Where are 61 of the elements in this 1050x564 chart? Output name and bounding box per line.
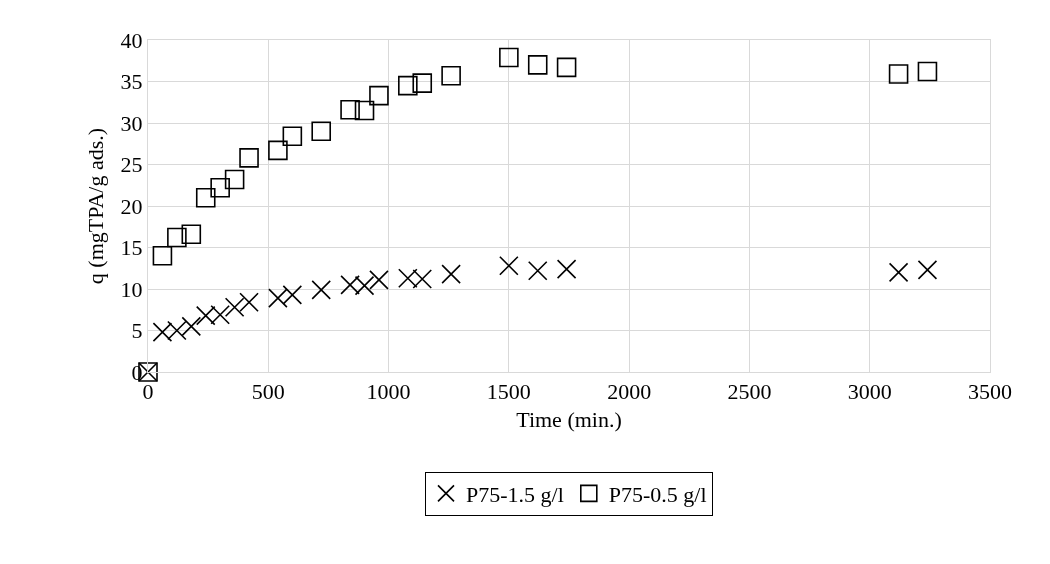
point bbox=[239, 292, 259, 313]
y-tick-label: 10 bbox=[120, 276, 143, 302]
point bbox=[917, 61, 938, 82]
point bbox=[888, 262, 909, 283]
point bbox=[441, 65, 461, 86]
y-tick-label: 40 bbox=[120, 27, 143, 53]
point bbox=[499, 255, 519, 276]
point bbox=[239, 148, 259, 168]
x-tick-label: 1000 bbox=[366, 379, 411, 405]
point bbox=[527, 260, 548, 281]
point bbox=[210, 177, 230, 198]
y-tick-label: 30 bbox=[120, 110, 143, 136]
point bbox=[556, 57, 577, 78]
point bbox=[527, 55, 548, 75]
x-tick-label: 500 bbox=[251, 379, 285, 405]
point bbox=[412, 73, 433, 93]
point bbox=[195, 187, 216, 208]
y-axis-title: q (mgTPA/g ads.) bbox=[83, 127, 109, 285]
point bbox=[398, 75, 418, 96]
x-tick-label: 1500 bbox=[486, 379, 531, 405]
point bbox=[340, 275, 360, 295]
point bbox=[398, 268, 418, 289]
point bbox=[311, 121, 332, 142]
point bbox=[917, 260, 938, 280]
point bbox=[282, 285, 303, 305]
legend-label: P75-0.5 g/l bbox=[608, 481, 707, 507]
point bbox=[167, 320, 187, 341]
legend-label: P75-1.5 g/l bbox=[466, 481, 564, 507]
x-tick-label: 2000 bbox=[607, 379, 652, 405]
point bbox=[224, 297, 245, 318]
point bbox=[888, 64, 909, 84]
point bbox=[369, 270, 389, 290]
point bbox=[369, 85, 389, 106]
point bbox=[354, 100, 375, 121]
point bbox=[311, 280, 332, 300]
point bbox=[412, 269, 433, 289]
point bbox=[556, 259, 577, 279]
y-tick-label: 35 bbox=[120, 69, 143, 95]
x-tick-label: 3500 bbox=[968, 379, 1012, 405]
point bbox=[282, 126, 303, 147]
x-tick-label: 2500 bbox=[727, 379, 772, 405]
x-axis-title: Time (min.) bbox=[516, 407, 622, 433]
x-tick-label: 3000 bbox=[847, 379, 892, 405]
point bbox=[268, 140, 288, 161]
point bbox=[340, 99, 360, 120]
point bbox=[224, 169, 245, 190]
point bbox=[499, 47, 519, 68]
point bbox=[181, 316, 202, 337]
y-tick-label: 20 bbox=[120, 193, 143, 219]
y-tick-label: 15 bbox=[120, 235, 143, 261]
point bbox=[441, 264, 461, 284]
point bbox=[210, 304, 230, 325]
point bbox=[152, 246, 173, 266]
point bbox=[268, 288, 288, 308]
point bbox=[167, 227, 187, 248]
point bbox=[181, 224, 202, 245]
y-tick-label: 25 bbox=[120, 152, 143, 178]
point bbox=[354, 275, 375, 296]
y-tick-label: 5 bbox=[131, 318, 143, 344]
point bbox=[195, 305, 216, 326]
point bbox=[152, 322, 173, 342]
